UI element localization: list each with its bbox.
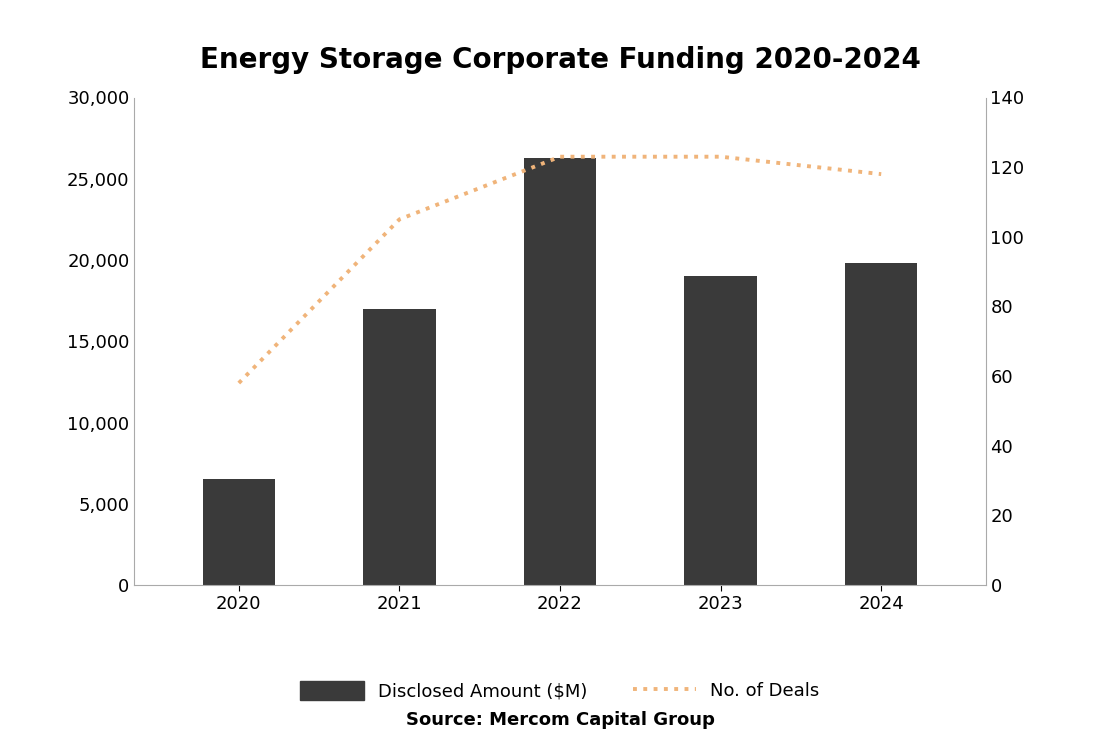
Bar bbox=[684, 276, 757, 585]
Bar bbox=[363, 309, 436, 585]
Bar bbox=[846, 263, 917, 585]
Bar bbox=[524, 158, 596, 585]
Bar bbox=[203, 479, 274, 585]
Text: Source: Mercom Capital Group: Source: Mercom Capital Group bbox=[405, 711, 715, 729]
Text: Energy Storage Corporate Funding 2020-2024: Energy Storage Corporate Funding 2020-20… bbox=[199, 46, 921, 74]
Legend: Disclosed Amount ($M), No. of Deals: Disclosed Amount ($M), No. of Deals bbox=[291, 672, 829, 710]
